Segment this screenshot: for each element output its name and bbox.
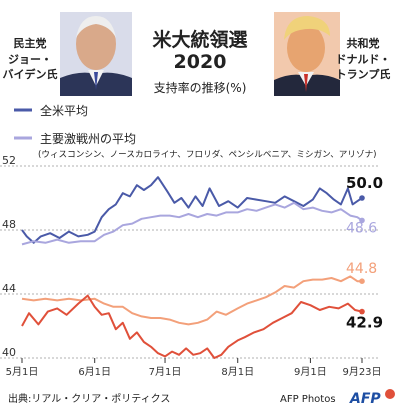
legend-label-battleground: 主要激戦州の平均: [40, 132, 136, 146]
y-tick-label: 48: [2, 218, 16, 231]
y-tick-label: 40: [2, 346, 16, 359]
biden-portrait: [60, 12, 132, 96]
afp-logo-dot: [385, 389, 395, 399]
series-end-label: 48.6: [346, 220, 377, 236]
series-line: [21, 294, 363, 359]
legend-label-national: 全米平均: [40, 103, 88, 118]
chart-year: 2020: [174, 51, 227, 73]
series-end-label: 50.0: [346, 174, 383, 192]
afp-logo: AFP: [349, 391, 381, 407]
y-axis: 40 44 48 52: [2, 154, 16, 359]
series-end-label: 42.9: [346, 314, 383, 332]
series-end-point: [359, 308, 365, 315]
x-tick-label: 9月1日: [294, 366, 327, 378]
x-tick-label: 5月1日: [6, 366, 39, 378]
series-end-label: 44.8: [346, 261, 377, 277]
photo-credit: AFP Photos: [280, 394, 336, 405]
series-end-point: [359, 195, 365, 201]
series-line: [21, 275, 362, 326]
y-tick-label: 44: [2, 282, 16, 295]
x-axis: 5月1日 6月1日 7月1日 8月1日 9月1日 9月23日: [6, 358, 382, 378]
y-tick-label: 52: [2, 154, 16, 167]
series-end-point: [359, 217, 365, 224]
series-layer: [21, 176, 365, 359]
trump-portrait: [274, 12, 340, 96]
trump-name-line2: トランプ氏: [336, 67, 391, 81]
trump-name-line1: ドナルド・: [336, 53, 391, 66]
biden-name-line1: ジョー・: [8, 53, 52, 66]
legend-battleground-states: (ウィスコンシン、ノースカロライナ、フロリダ、ペンシルベニア、ミシガン、アリゾナ…: [38, 148, 377, 160]
trump-party: 共和党: [347, 36, 380, 50]
series-line: [21, 176, 363, 244]
source-note: 出典:リアル・クリア・ポリティクス: [8, 392, 170, 405]
x-tick-label: 8月1日: [221, 366, 254, 378]
x-tick-label: 6月1日: [78, 366, 111, 378]
biden-name-line2: バイデン氏: [3, 67, 58, 81]
grid-layer: [0, 165, 378, 359]
biden-party: 民主党: [14, 36, 47, 50]
x-tick-label: 9月23日: [342, 366, 381, 378]
chart-title: 米大統領選: [152, 28, 247, 51]
series-end-point: [359, 278, 365, 285]
chart-subtitle: 支持率の推移(%): [154, 80, 247, 95]
end-labels: 50.0 48.6 44.8 42.9: [346, 174, 383, 332]
x-tick-label: 7月1日: [149, 366, 182, 378]
series-line: [21, 201, 363, 246]
